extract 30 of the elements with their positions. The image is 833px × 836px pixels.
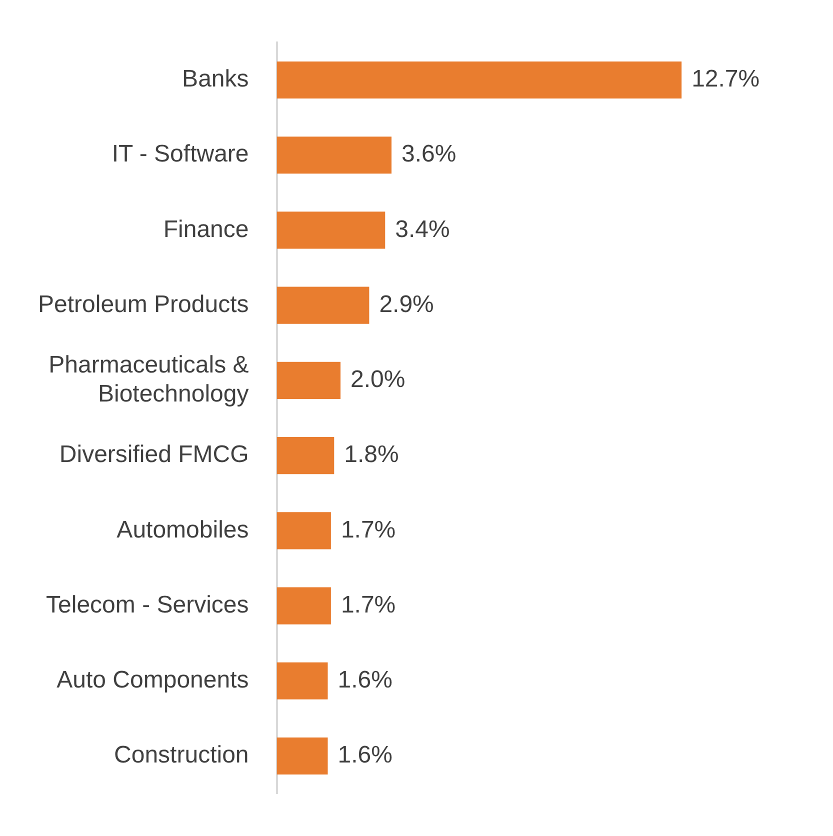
data-label: 3.4% [395,216,450,243]
data-label: 3.6% [402,140,456,168]
data-label: 1.8% [344,441,399,468]
data-label: 2.0% [350,366,406,394]
bar [276,512,331,550]
data-label: 2.9% [379,290,434,318]
bar [276,738,328,775]
data-label: 1.7% [340,591,396,618]
bar [276,662,328,700]
y-tick-label: Automobiles [116,516,249,544]
y-tick-label: Petroleum Products [38,290,249,318]
bar [276,136,392,174]
bar [276,286,370,324]
y-tick-label: Telecom - Services [46,591,249,618]
bar [276,437,334,474]
y-tick-label: Pharmaceuticals & Biotechnology [48,352,249,408]
y-tick-label: IT - Software [112,140,249,168]
data-label: 1.6% [338,742,392,769]
bar [276,212,386,249]
y-tick-label: Diversified FMCG [59,441,249,468]
data-label: 1.7% [340,516,396,544]
y-tick-label: Banks [182,66,249,93]
bar [276,61,682,98]
bar [276,362,341,399]
bar [276,587,331,624]
y-tick-label: Construction [114,742,249,769]
data-label: 12.7% [692,66,760,93]
data-label: 1.6% [338,666,392,694]
y-tick-label: Finance [163,216,249,243]
y-tick-label: Auto Components [56,666,249,694]
